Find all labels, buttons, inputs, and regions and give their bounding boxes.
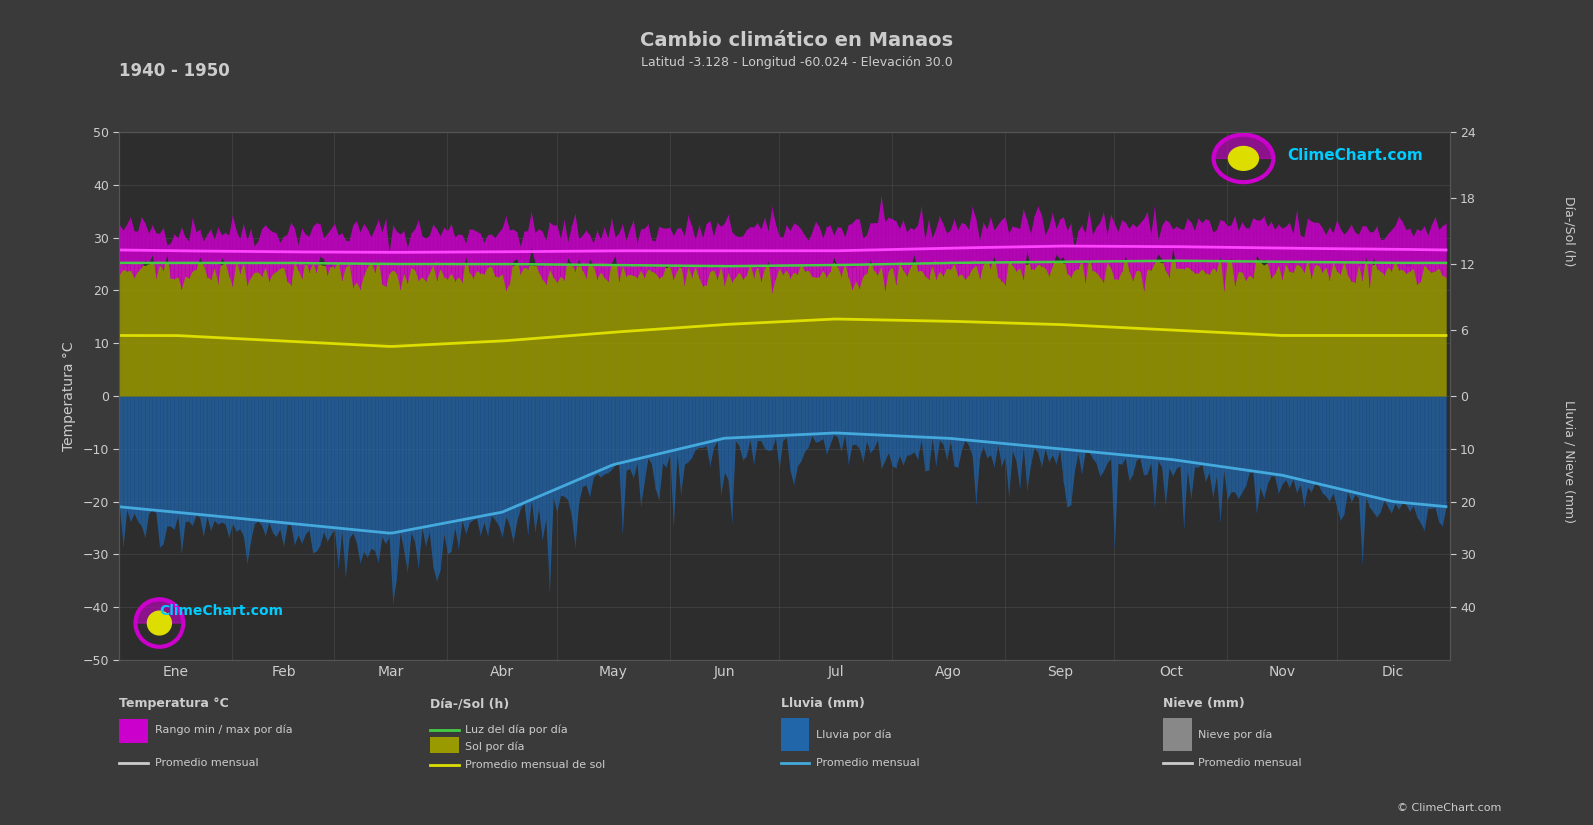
Text: Lluvia (mm): Lluvia (mm) <box>781 697 865 710</box>
Text: Día-/Sol (h): Día-/Sol (h) <box>430 697 510 710</box>
Text: Rango min / max por día: Rango min / max por día <box>155 725 292 735</box>
Text: Nieve (mm): Nieve (mm) <box>1163 697 1244 710</box>
Text: Sol por día: Sol por día <box>465 742 524 752</box>
Text: Nieve por día: Nieve por día <box>1198 729 1273 739</box>
Text: Lluvia / Nieve (mm): Lluvia / Nieve (mm) <box>1563 400 1575 524</box>
Text: Promedio mensual: Promedio mensual <box>1198 758 1301 768</box>
Text: Latitud -3.128 - Longitud -60.024 - Elevación 30.0: Latitud -3.128 - Longitud -60.024 - Elev… <box>640 56 953 69</box>
Y-axis label: Temperatura °C: Temperatura °C <box>62 342 75 450</box>
Text: Luz del día por día: Luz del día por día <box>465 725 569 735</box>
Text: Día-/Sol (h): Día-/Sol (h) <box>1563 196 1575 266</box>
Text: Temperatura °C: Temperatura °C <box>119 697 229 710</box>
Text: Lluvia por día: Lluvia por día <box>816 729 890 739</box>
Text: 1940 - 1950: 1940 - 1950 <box>119 62 231 80</box>
Text: Promedio mensual: Promedio mensual <box>155 758 258 768</box>
Text: Promedio mensual: Promedio mensual <box>816 758 919 768</box>
Text: ClimeChart.com: ClimeChart.com <box>159 604 284 618</box>
Text: ClimeChart.com: ClimeChart.com <box>1287 148 1423 163</box>
Text: © ClimeChart.com: © ClimeChart.com <box>1397 803 1502 813</box>
Text: Cambio climático en Manaos: Cambio climático en Manaos <box>640 31 953 50</box>
Text: Promedio mensual de sol: Promedio mensual de sol <box>465 760 605 770</box>
